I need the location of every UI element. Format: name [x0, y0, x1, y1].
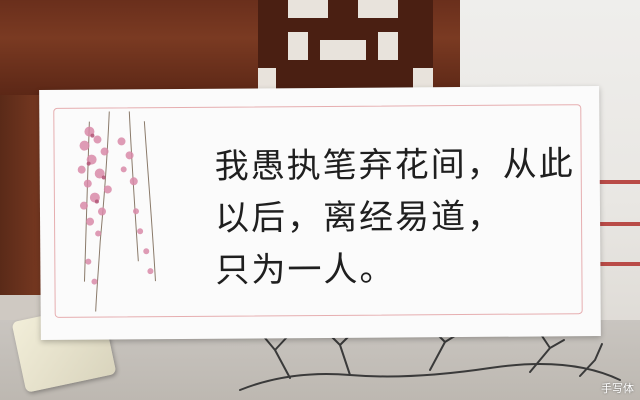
handwritten-poem: 我愚执笔弃花间，从此 以后，离经易道， 只为一人。 [214, 138, 575, 297]
tree-silhouette [239, 331, 621, 391]
poem-line: 只为一人。 [215, 249, 396, 291]
watermark: 手写体 [601, 382, 634, 395]
wood-edge [0, 95, 45, 295]
note-card: 我愚执笔弃花间，从此 以后，离经易道， 只为一人。 [39, 86, 601, 340]
blossom-illustration [77, 111, 156, 312]
poem-line: 我愚执笔弃花间，从此 [214, 144, 575, 187]
poem-line: 以后，离经易道， [214, 196, 504, 239]
window-lattice [258, 0, 433, 90]
